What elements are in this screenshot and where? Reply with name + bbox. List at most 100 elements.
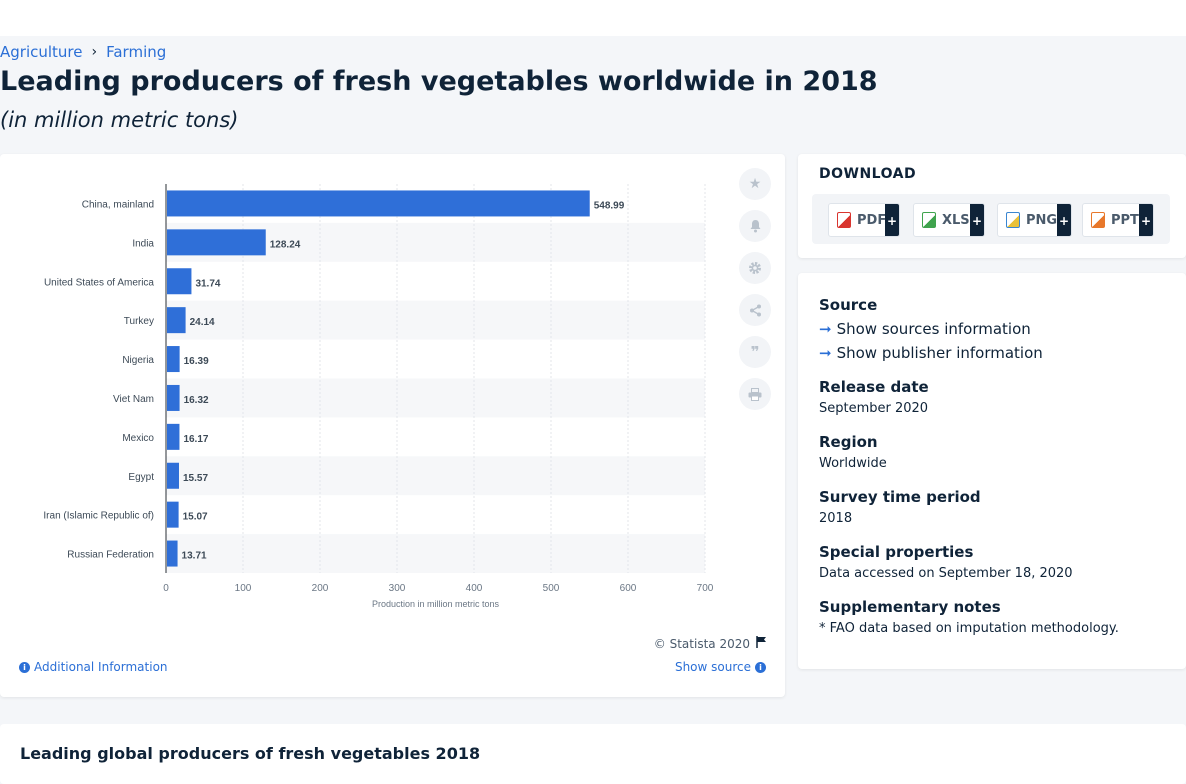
bar-chart: 0 100 200 300 400 500 600 700 China, mainland 548… bbox=[43, 184, 714, 609]
bar bbox=[167, 462, 179, 489]
info-icon: i bbox=[755, 661, 766, 673]
download-xls-label: XLS bbox=[942, 212, 970, 228]
bar bbox=[167, 268, 192, 295]
download-pdf-button[interactable]: PDF + bbox=[828, 203, 900, 237]
download-png-button[interactable]: PNG + bbox=[997, 203, 1072, 237]
row-band bbox=[166, 456, 705, 496]
breadcrumb: Agriculture › Farming bbox=[0, 43, 166, 61]
survey-period-heading: Survey time period bbox=[819, 488, 981, 506]
release-date-heading: Release date bbox=[819, 378, 929, 396]
data-label: 16.17 bbox=[183, 434, 208, 445]
x-tick-label: 700 bbox=[697, 583, 714, 594]
category-label: Mexico bbox=[122, 433, 154, 444]
x-tick-label: 0 bbox=[163, 583, 169, 594]
plus-icon[interactable]: + bbox=[885, 204, 899, 236]
download-ppt-button[interactable]: PPT + bbox=[1082, 203, 1154, 237]
x-tick-label: 100 bbox=[235, 583, 252, 594]
bar bbox=[167, 229, 266, 256]
category-label: China, mainland bbox=[82, 199, 154, 210]
additional-information-link[interactable]: i Additional Information bbox=[19, 660, 168, 674]
copyright-text: © Statista 2020 bbox=[653, 636, 750, 651]
download-ppt-label: PPT bbox=[1111, 212, 1139, 228]
bar bbox=[167, 423, 180, 450]
download-pdf-label: PDF bbox=[857, 212, 887, 228]
download-buttons: PDF + XLS + PNG + PPT + bbox=[812, 194, 1170, 244]
copyright: © Statista 2020 bbox=[654, 636, 767, 651]
bar bbox=[167, 307, 186, 334]
data-label: 31.74 bbox=[195, 278, 220, 289]
additional-information-label: Additional Information bbox=[34, 660, 168, 674]
data-label: 13.71 bbox=[182, 551, 207, 562]
bar bbox=[167, 190, 590, 217]
chart-toolbar: ★ ❞ bbox=[739, 168, 773, 420]
bar bbox=[167, 346, 180, 373]
row-band bbox=[166, 534, 705, 573]
row-band bbox=[166, 300, 705, 340]
png-icon bbox=[1006, 212, 1020, 228]
show-publisher-label: Show publisher information bbox=[836, 344, 1043, 362]
category-label: Russian Federation bbox=[67, 550, 154, 561]
show-source-label: Show source bbox=[674, 660, 751, 674]
category-label: Turkey bbox=[124, 316, 154, 327]
show-publisher-link[interactable]: ➞ Show publisher information bbox=[819, 344, 1043, 362]
share-icon[interactable] bbox=[739, 294, 771, 326]
download-xls-button[interactable]: XLS + bbox=[913, 203, 985, 237]
show-sources-link[interactable]: ➞ Show sources information bbox=[819, 320, 1031, 338]
special-properties-value: Data accessed on September 18, 2020 bbox=[819, 566, 1073, 581]
top-bar bbox=[0, 0, 1186, 36]
details-card: Source ➞ Show sources information ➞ Show… bbox=[798, 273, 1186, 669]
category-label: Iran (Islamic Republic of) bbox=[43, 511, 154, 522]
region-value: Worldwide bbox=[819, 456, 887, 471]
region-heading: Region bbox=[819, 433, 878, 451]
supplementary-notes-value: * FAO data based on imputation methodolo… bbox=[819, 621, 1119, 636]
page-subtitle: (in million metric tons) bbox=[0, 108, 239, 132]
related-title: Leading global producers of fresh vegeta… bbox=[20, 744, 481, 763]
survey-period-value: 2018 bbox=[819, 511, 853, 526]
x-tick-label: 500 bbox=[543, 583, 560, 594]
show-sources-label: Show sources information bbox=[836, 320, 1031, 338]
quote-icon[interactable]: ❞ bbox=[739, 336, 771, 368]
star-icon[interactable]: ★ bbox=[739, 168, 771, 200]
download-title: DOWNLOAD bbox=[819, 166, 917, 182]
info-icon: i bbox=[19, 661, 30, 673]
x-tick-label: 200 bbox=[312, 583, 329, 594]
page-title: Leading producers of fresh vegetables wo… bbox=[0, 66, 878, 97]
bell-icon[interactable] bbox=[739, 210, 771, 242]
bar bbox=[167, 384, 180, 411]
plus-icon[interactable]: + bbox=[1057, 204, 1071, 236]
data-label: 15.57 bbox=[183, 473, 208, 484]
related-section: Leading global producers of fresh vegeta… bbox=[0, 724, 1186, 784]
data-label: 15.07 bbox=[183, 512, 208, 523]
special-properties-heading: Special properties bbox=[819, 543, 974, 561]
breadcrumb-separator: › bbox=[91, 44, 98, 60]
bar bbox=[167, 501, 179, 528]
category-label: United States of America bbox=[44, 277, 154, 288]
plus-icon[interactable]: + bbox=[1139, 204, 1153, 236]
row-band bbox=[166, 378, 705, 418]
x-axis-title: Production in million metric tons bbox=[372, 599, 500, 609]
plus-icon[interactable]: + bbox=[970, 204, 984, 236]
supplementary-notes-heading: Supplementary notes bbox=[819, 598, 1001, 616]
chart-card: 0 100 200 300 400 500 600 700 China, mainland 548… bbox=[0, 154, 785, 697]
data-label: 24.14 bbox=[190, 317, 215, 328]
download-png-label: PNG bbox=[1026, 212, 1058, 228]
pdf-icon bbox=[837, 212, 851, 228]
data-label: 548.99 bbox=[594, 200, 625, 211]
arrow-right-icon: ➞ bbox=[819, 344, 832, 362]
data-label: 16.39 bbox=[184, 356, 209, 367]
bar bbox=[167, 540, 178, 567]
data-label: 16.32 bbox=[184, 395, 209, 406]
show-source-link[interactable]: Show source i bbox=[675, 660, 766, 674]
category-label: Egypt bbox=[128, 472, 154, 483]
breadcrumb-farming[interactable]: Farming bbox=[106, 43, 167, 61]
flag-icon[interactable] bbox=[756, 636, 767, 651]
x-tick-label: 300 bbox=[389, 583, 406, 594]
gear-icon[interactable] bbox=[739, 252, 771, 284]
release-date-value: September 2020 bbox=[819, 401, 929, 416]
x-tick-label: 400 bbox=[466, 583, 483, 594]
ppt-icon bbox=[1091, 212, 1105, 228]
print-icon[interactable] bbox=[739, 378, 771, 410]
breadcrumb-agriculture[interactable]: Agriculture bbox=[0, 43, 83, 61]
x-tick-label: 600 bbox=[620, 583, 637, 594]
category-label: Viet Nam bbox=[113, 394, 154, 405]
